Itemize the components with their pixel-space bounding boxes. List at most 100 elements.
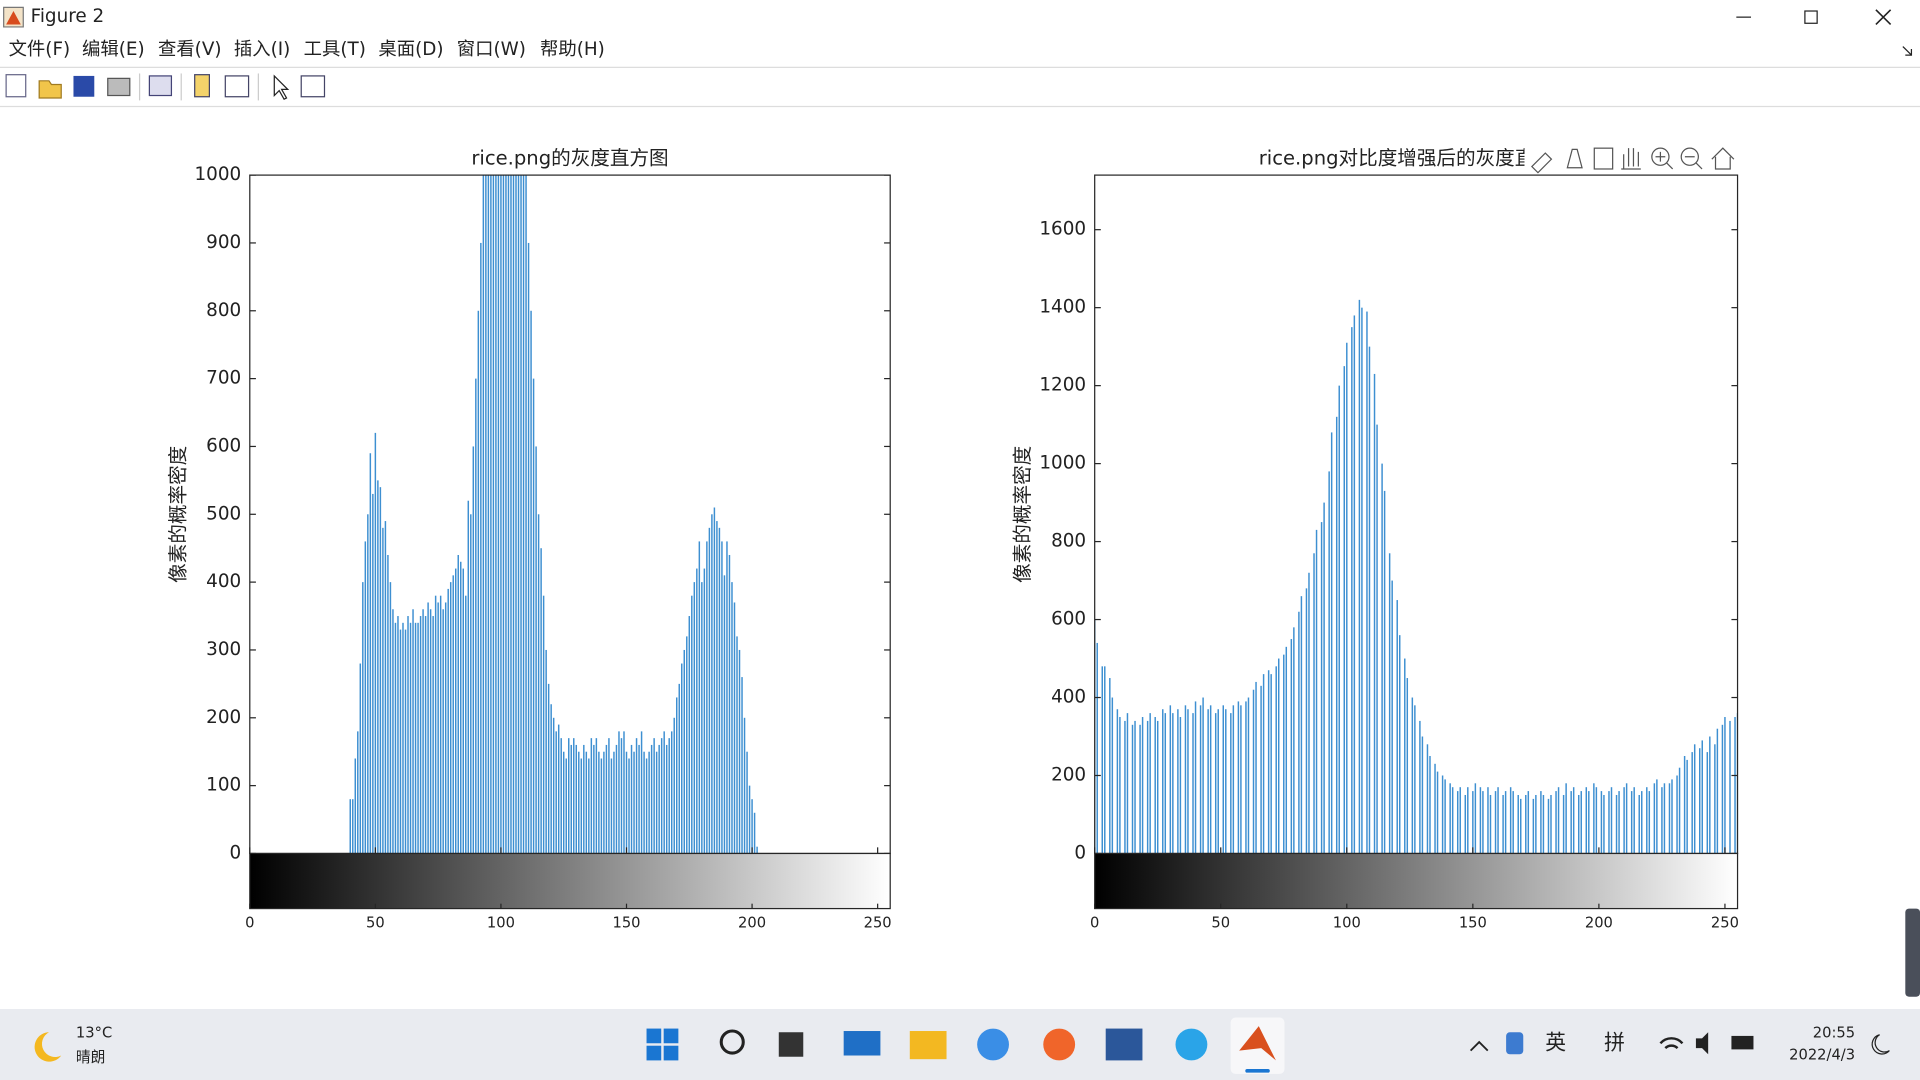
y-tick-label: 900	[206, 232, 241, 253]
bar	[718, 527, 721, 854]
zoom-out-mark	[1684, 156, 1703, 170]
datatip-icon[interactable]	[1566, 148, 1583, 169]
legend-icon[interactable]	[224, 75, 250, 98]
bar	[678, 683, 680, 854]
word-app[interactable]	[1105, 1028, 1143, 1061]
brush-icon[interactable]	[1530, 152, 1553, 174]
x-tick-label: 200	[738, 914, 766, 931]
bar	[497, 175, 500, 854]
bar	[515, 175, 517, 854]
zoom-in-icon[interactable]	[1651, 147, 1670, 166]
explorer-app[interactable]	[909, 1031, 947, 1060]
bar	[648, 751, 650, 854]
bar	[1300, 596, 1303, 854]
bar	[427, 602, 429, 854]
tray-icon[interactable]	[1506, 1032, 1524, 1055]
home-icon[interactable]	[1711, 147, 1735, 170]
menu-item[interactable]: 查看(V)	[158, 39, 222, 60]
bar	[1335, 416, 1338, 854]
focus-icon[interactable]	[1871, 1034, 1890, 1055]
edge-app[interactable]	[1175, 1028, 1208, 1061]
bar	[1320, 522, 1323, 854]
bar	[600, 758, 603, 854]
bar	[660, 738, 663, 854]
menu-item[interactable]: 编辑(E)	[82, 39, 145, 60]
link-icon[interactable]	[148, 75, 173, 97]
tray-expand[interactable]	[1469, 1040, 1489, 1052]
bar	[683, 649, 686, 854]
bar	[419, 616, 422, 854]
bar	[1482, 791, 1484, 854]
bar	[1615, 794, 1618, 854]
firefox-app[interactable]	[1043, 1028, 1076, 1061]
ime-mode[interactable]: 拼	[1604, 1030, 1625, 1054]
restore-button[interactable]	[1804, 10, 1818, 24]
axes-toolbar	[1524, 142, 1740, 174]
bar	[379, 487, 382, 854]
close-button[interactable]	[1875, 9, 1892, 26]
save-icon[interactable]	[73, 75, 95, 97]
bar	[605, 744, 608, 854]
bar	[1361, 307, 1363, 854]
wifi-icon[interactable]	[1659, 1037, 1684, 1050]
bar	[475, 378, 477, 854]
task-view-button[interactable]	[778, 1032, 804, 1057]
search-button[interactable]	[719, 1029, 745, 1055]
bar	[1517, 794, 1519, 854]
property-icon[interactable]	[300, 75, 326, 98]
bar	[595, 738, 598, 854]
plot-area	[249, 175, 891, 854]
pan-icon[interactable]	[1621, 148, 1641, 170]
menu-item[interactable]: 插入(I)	[234, 39, 290, 60]
bar	[1139, 724, 1141, 854]
y-tick-label: 500	[206, 503, 241, 524]
bar	[482, 175, 485, 854]
taskbar	[0, 1008, 1920, 1080]
bar	[1207, 709, 1209, 854]
bar	[741, 677, 743, 854]
bar	[387, 554, 389, 854]
bar	[1298, 611, 1300, 854]
bar	[1283, 654, 1285, 854]
x-tick-label: 100	[1333, 914, 1361, 931]
menu-item[interactable]: 桌面(D)	[378, 39, 443, 60]
bar	[1308, 572, 1310, 854]
bar	[557, 724, 560, 854]
bar	[470, 514, 472, 854]
bar	[1734, 717, 1736, 854]
bar	[1109, 678, 1111, 854]
ime-language[interactable]: 英	[1545, 1030, 1566, 1054]
x-tick-label: 250	[864, 914, 892, 931]
new-icon[interactable]	[5, 74, 27, 98]
export-icon[interactable]	[1593, 147, 1614, 170]
volume-icon[interactable]	[1695, 1032, 1709, 1055]
bar	[1245, 701, 1247, 854]
dock-arrow[interactable]	[1902, 46, 1913, 56]
bar	[1146, 720, 1149, 854]
menu-item[interactable]: 工具(T)	[304, 39, 366, 60]
active-indicator	[1245, 1068, 1270, 1073]
bar	[1661, 787, 1663, 854]
bar	[1479, 787, 1482, 854]
colorbar-icon[interactable]	[194, 74, 210, 98]
bar	[1600, 791, 1603, 854]
pointer-icon[interactable]	[273, 74, 290, 100]
mail-app[interactable]	[843, 1031, 881, 1056]
menu-item[interactable]: 帮助(H)	[540, 39, 605, 60]
battery-icon[interactable]	[1731, 1035, 1754, 1050]
bar	[708, 527, 711, 854]
zoom-out-icon[interactable]	[1680, 147, 1699, 166]
open-icon[interactable]	[38, 80, 62, 99]
start-button[interactable]	[646, 1028, 679, 1061]
lark-app[interactable]	[977, 1028, 1009, 1061]
bar	[713, 507, 716, 854]
menu-item[interactable]: 文件(F)	[9, 39, 71, 60]
bar	[590, 738, 593, 854]
bar	[487, 175, 490, 854]
bar	[1164, 713, 1167, 854]
menu-item[interactable]: 窗口(W)	[457, 39, 526, 60]
bar	[1328, 471, 1330, 854]
print-icon[interactable]	[107, 77, 131, 97]
bar	[1156, 720, 1159, 854]
bar	[721, 541, 723, 854]
